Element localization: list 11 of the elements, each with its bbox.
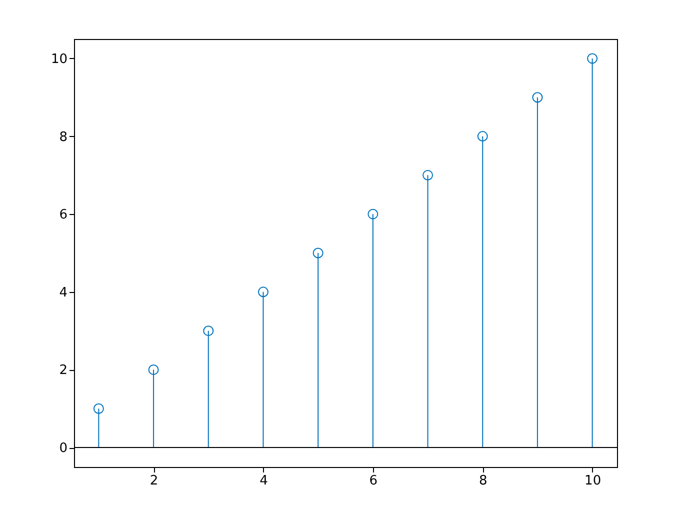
- y-tick-label: 6: [59, 208, 68, 223]
- x-tick-label: 8: [478, 474, 488, 488]
- x-tick-label: 10: [584, 474, 602, 488]
- y-tick-label: 4: [59, 285, 68, 300]
- y-tick-label: 2: [59, 363, 68, 378]
- x-tick-label: 2: [150, 474, 158, 488]
- y-tick-label: 10: [50, 52, 68, 67]
- y-tick-label: 8: [59, 130, 68, 145]
- x-tick-label: 6: [369, 474, 378, 488]
- x-tick-label: 4: [260, 474, 268, 488]
- y-tick-label: 0: [59, 441, 68, 456]
